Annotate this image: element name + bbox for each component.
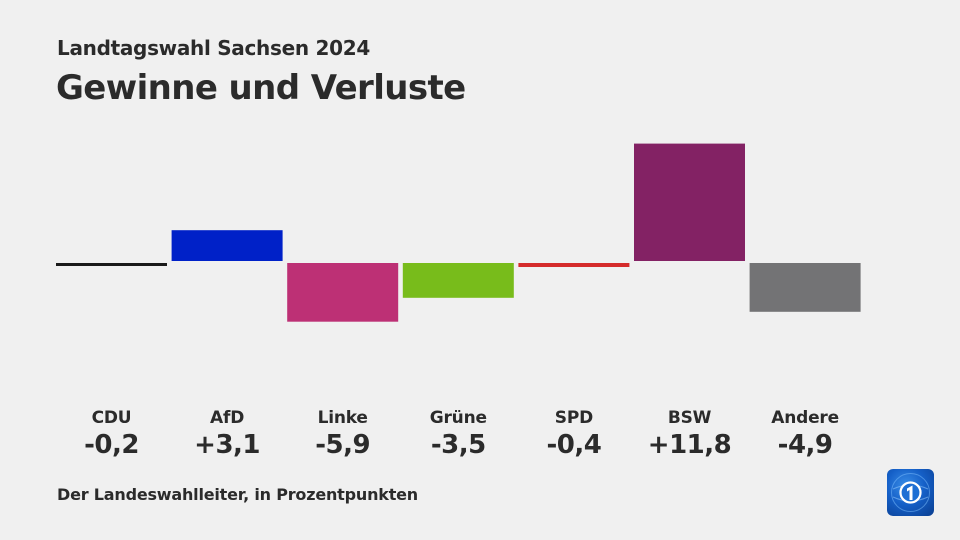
category-label-group: AfD +3,1 — [172, 408, 283, 460]
source-note: Der Landeswahlleiter, in Prozentpunkten — [57, 485, 418, 504]
category-label: CDU — [91, 408, 132, 428]
chart-title: Gewinne und Verluste — [56, 68, 466, 108]
category-label-group: BSW +11,8 — [634, 408, 745, 460]
value-label: +11,8 — [647, 430, 732, 460]
category-label-group: CDU -0,2 — [56, 408, 167, 460]
bar-bsw — [634, 143, 745, 261]
tagesschau-logo-icon — [887, 469, 934, 516]
value-label: -4,9 — [777, 430, 833, 460]
category-label: AfD — [210, 408, 245, 428]
category-label: BSW — [667, 408, 712, 428]
chart-subtitle: Landtagswahl Sachsen 2024 — [57, 36, 370, 60]
category-label-group: Grüne -3,5 — [403, 408, 514, 460]
bar-gr-ne — [402, 263, 514, 298]
value-label: -0,2 — [84, 430, 139, 460]
category-label: Grüne — [429, 408, 487, 428]
category-label: SPD — [554, 408, 593, 428]
category-label-group: Andere -4,9 — [750, 408, 861, 460]
value-label: -3,5 — [430, 430, 486, 460]
bar-spd — [518, 263, 630, 267]
category-label-group: Linke -5,9 — [287, 408, 398, 460]
bar-linke — [287, 263, 399, 322]
category-label-group: SPD -0,4 — [518, 408, 629, 460]
bar-andere — [749, 263, 861, 312]
bar-afd — [171, 230, 283, 261]
value-label: -0,4 — [546, 430, 602, 460]
category-label: Linke — [317, 408, 368, 428]
value-label: +3,1 — [194, 430, 261, 460]
value-label: -5,9 — [315, 430, 371, 460]
bar-cdu — [56, 263, 167, 266]
category-label: Andere — [771, 408, 839, 428]
